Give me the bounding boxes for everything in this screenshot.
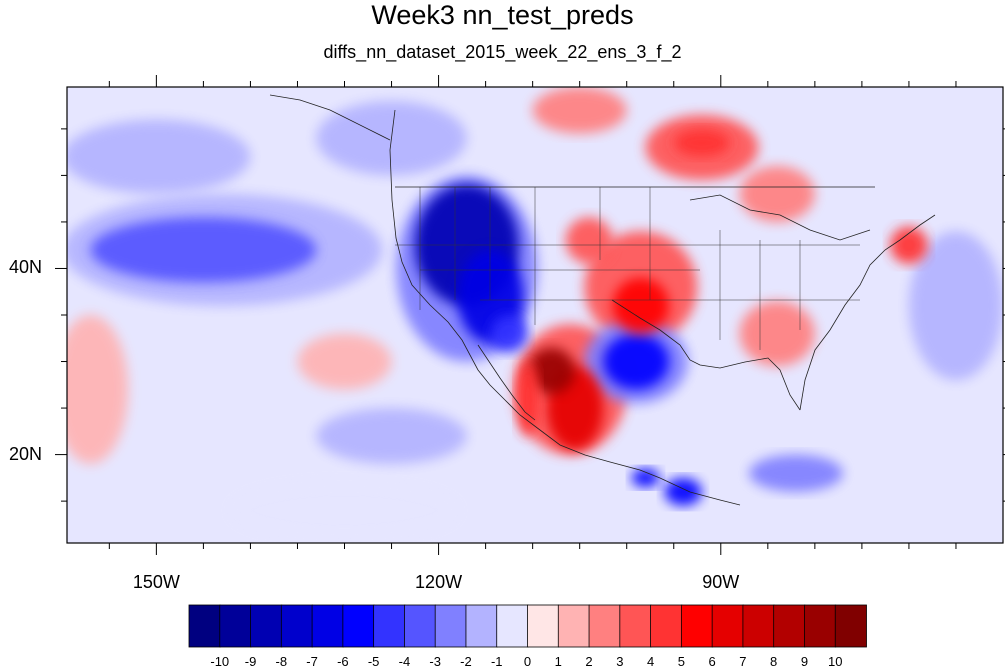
field-mexico-high <box>527 347 575 395</box>
field-canada-high-core <box>673 128 731 157</box>
colorbar-label: 3 <box>616 654 624 669</box>
colorbar-label: -2 <box>460 654 472 669</box>
colorbar-swatch <box>588 604 621 648</box>
colorbar-swatch <box>773 604 806 648</box>
colorbar-swatch <box>465 604 498 648</box>
field-trop-pacific-low <box>231 482 458 539</box>
colorbar-swatch <box>496 604 529 648</box>
colorbar-swatch <box>711 604 744 648</box>
field-central-mexico-low <box>664 477 702 506</box>
colorbar-label: -5 <box>367 654 380 669</box>
x-tick-label: 120W <box>415 572 463 592</box>
colorbar-swatch <box>311 604 344 648</box>
colorbar-swatch <box>742 604 775 648</box>
field-atlantic-low <box>908 231 1003 381</box>
field-pacific-low <box>90 217 317 283</box>
field-subtropic-high-1 <box>67 315 129 464</box>
colorbar-label: 8 <box>770 654 778 669</box>
colorbar-swatch <box>804 604 837 648</box>
field-yucatan-low <box>631 468 660 488</box>
colorbar-label: 4 <box>646 654 655 669</box>
colorbar-label: -3 <box>429 654 441 669</box>
colorbar-swatch <box>188 604 221 648</box>
colorbar-swatch <box>557 604 590 648</box>
state-borders <box>395 187 860 350</box>
coastlines <box>269 94 936 506</box>
field-newengland-high <box>890 226 928 264</box>
map-subtitle: diffs_nn_dataset_2015_week_22_ens_3_f_2 <box>323 42 682 62</box>
colorbar-swatch <box>834 604 867 648</box>
colorbar-swatch <box>434 604 467 648</box>
colorbar-label: 10 <box>827 654 843 669</box>
field-texas-low <box>603 333 670 390</box>
colorbar-label: -6 <box>337 654 349 669</box>
field-west-pacific-low <box>316 408 467 464</box>
colorbar-swatch <box>619 604 652 648</box>
field-hudson-high <box>739 166 815 222</box>
colorbar-label: -10 <box>210 654 230 669</box>
colorbar-swatch <box>650 604 683 648</box>
x-tick-label: 150W <box>132 572 180 592</box>
colorbar-swatch <box>219 604 252 648</box>
field-alaska-high <box>532 87 627 134</box>
field-subtropic-high-2 <box>297 333 392 390</box>
map-title: Week3 nn_test_preds <box>371 0 634 30</box>
colorbar-swatch <box>342 604 375 648</box>
field-baja-low <box>490 315 528 353</box>
tick-marks <box>55 75 1005 555</box>
colorbar-label: 9 <box>800 654 809 669</box>
y-tick-label: 20N <box>9 443 43 464</box>
colorbar-swatch <box>280 604 313 648</box>
field-southeast-high <box>739 301 815 367</box>
colorbar-swatch <box>527 604 560 648</box>
field-north-pacific-low <box>67 119 251 195</box>
y-tick-label: 40N <box>9 257 43 278</box>
colorbar <box>188 604 867 648</box>
colorbar-label: -8 <box>275 654 288 669</box>
colorbar-swatch <box>680 604 714 648</box>
colorbar-label: 2 <box>585 654 593 669</box>
colorbar-label: -1 <box>490 654 503 669</box>
colorbar-label: 0 <box>523 654 532 669</box>
field-plains-high <box>612 277 670 334</box>
colorbar-swatch <box>373 604 406 648</box>
colorbar-label: -9 <box>244 654 257 669</box>
colorbar-swatch <box>404 604 437 648</box>
colorbar-label: 1 <box>554 654 562 669</box>
field-baja-strip <box>516 361 540 436</box>
x-tick-label: 90W <box>702 572 740 592</box>
colorbar-label: -4 <box>398 654 411 669</box>
colorbar-label: 7 <box>739 654 747 669</box>
colorbar-label: -7 <box>306 654 318 669</box>
colorbar-label: 6 <box>708 654 716 669</box>
colorbar-swatch <box>250 604 283 648</box>
field-carib-low <box>749 454 844 492</box>
colorbar-label: 5 <box>677 654 685 669</box>
field-colorado-high <box>565 217 613 264</box>
